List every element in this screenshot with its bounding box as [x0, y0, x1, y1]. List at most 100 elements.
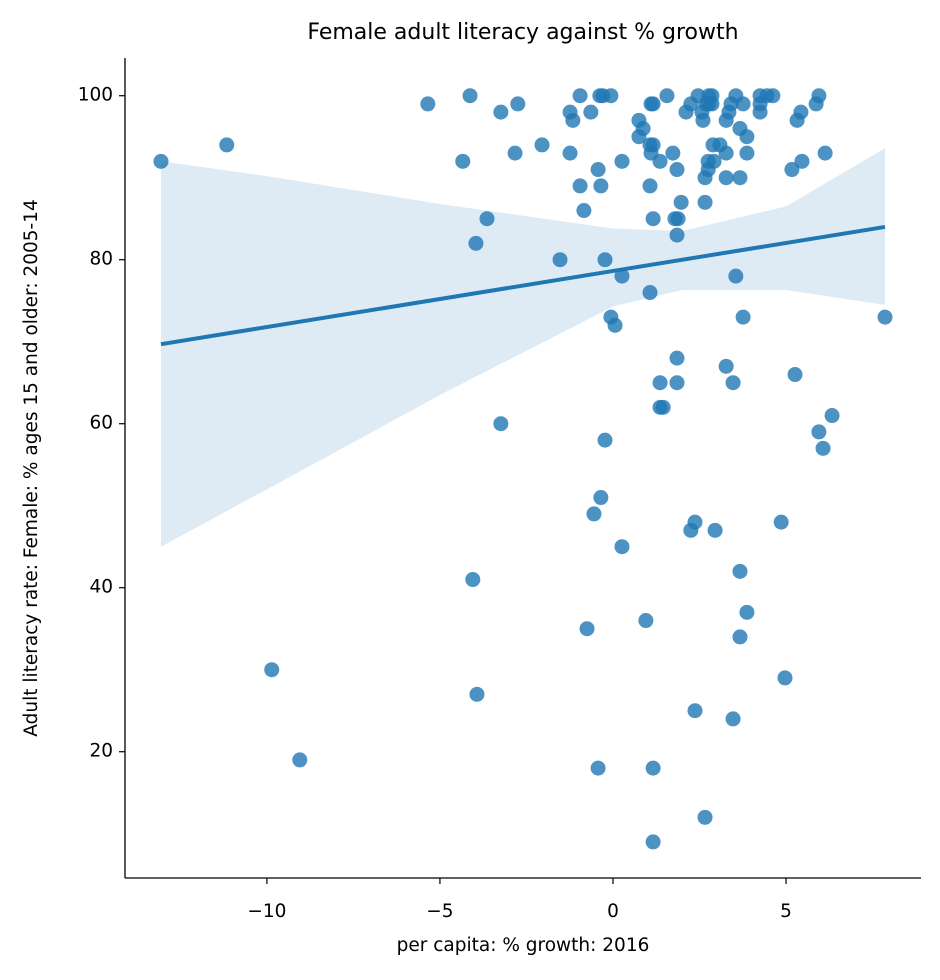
- point: [735, 309, 751, 325]
- point: [614, 153, 630, 169]
- point: [669, 227, 685, 243]
- point: [659, 88, 675, 104]
- point: [739, 129, 755, 145]
- point: [593, 178, 609, 194]
- point: [718, 170, 734, 186]
- point: [534, 137, 550, 153]
- point: [638, 613, 654, 629]
- point: [670, 211, 686, 227]
- point: [643, 96, 659, 112]
- point: [811, 88, 827, 104]
- point: [697, 809, 713, 825]
- point: [590, 162, 606, 178]
- point: [793, 104, 809, 120]
- point: [465, 572, 481, 588]
- point: [725, 711, 741, 727]
- point: [645, 834, 661, 850]
- point: [153, 153, 169, 169]
- point: [697, 194, 713, 210]
- point: [642, 178, 658, 194]
- point: [739, 604, 755, 620]
- point: [635, 121, 651, 137]
- point: [777, 670, 793, 686]
- point: [493, 416, 509, 432]
- point: [597, 432, 613, 448]
- point: [707, 522, 723, 538]
- point: [219, 137, 235, 153]
- y-tick-label: 100: [78, 85, 113, 106]
- point: [773, 514, 789, 530]
- point: [815, 440, 831, 456]
- point: [462, 88, 478, 104]
- point: [787, 367, 803, 383]
- point: [784, 162, 800, 178]
- point: [718, 358, 734, 374]
- point: [817, 145, 833, 161]
- point: [765, 88, 781, 104]
- point: [645, 760, 661, 776]
- point: [593, 490, 609, 506]
- point: [811, 424, 827, 440]
- point: [507, 145, 523, 161]
- x-tick-label: −10: [247, 901, 286, 922]
- y-tick-label: 80: [89, 249, 113, 270]
- point: [292, 752, 308, 768]
- x-tick-label: 5: [780, 901, 792, 922]
- point: [669, 162, 685, 178]
- point: [718, 145, 734, 161]
- point: [264, 662, 280, 678]
- point: [652, 375, 668, 391]
- point: [732, 629, 748, 645]
- point: [794, 153, 810, 169]
- point: [468, 235, 484, 251]
- point: [614, 268, 630, 284]
- point: [469, 686, 485, 702]
- point: [455, 153, 471, 169]
- point: [652, 153, 668, 169]
- point: [735, 96, 751, 112]
- point: [614, 539, 630, 555]
- point: [824, 408, 840, 424]
- regression-line: [160, 224, 886, 347]
- y-tick-label: 20: [89, 741, 113, 762]
- chart-title: Female adult literacy against % growth: [307, 20, 738, 45]
- y-axis-label: Adult literacy rate: Female: % ages 15 a…: [21, 199, 42, 736]
- point: [706, 153, 722, 169]
- confidence-band: [160, 148, 886, 547]
- point: [728, 268, 744, 284]
- point: [479, 211, 495, 227]
- y-tick-label: 40: [89, 577, 113, 598]
- point: [732, 170, 748, 186]
- point: [732, 563, 748, 579]
- point: [655, 399, 671, 415]
- point: [586, 506, 602, 522]
- point: [669, 375, 685, 391]
- point: [572, 88, 588, 104]
- y-tick-label: 60: [89, 413, 113, 434]
- point: [673, 194, 689, 210]
- x-tick-label: −5: [426, 901, 453, 922]
- point: [583, 104, 599, 120]
- point: [642, 285, 658, 301]
- point: [493, 104, 509, 120]
- point: [752, 96, 768, 112]
- point: [877, 309, 893, 325]
- x-axis-label: per capita: % growth: 2016: [397, 935, 650, 956]
- point: [739, 145, 755, 161]
- point: [645, 211, 661, 227]
- point: [552, 252, 568, 268]
- point: [603, 88, 619, 104]
- point: [562, 145, 578, 161]
- point: [420, 96, 436, 112]
- point: [579, 621, 595, 637]
- point: [645, 137, 661, 153]
- point: [683, 522, 699, 538]
- point: [590, 760, 606, 776]
- point: [607, 317, 623, 333]
- point: [695, 112, 711, 128]
- point: [576, 203, 592, 219]
- point: [725, 375, 741, 391]
- point: [597, 252, 613, 268]
- point: [510, 96, 526, 112]
